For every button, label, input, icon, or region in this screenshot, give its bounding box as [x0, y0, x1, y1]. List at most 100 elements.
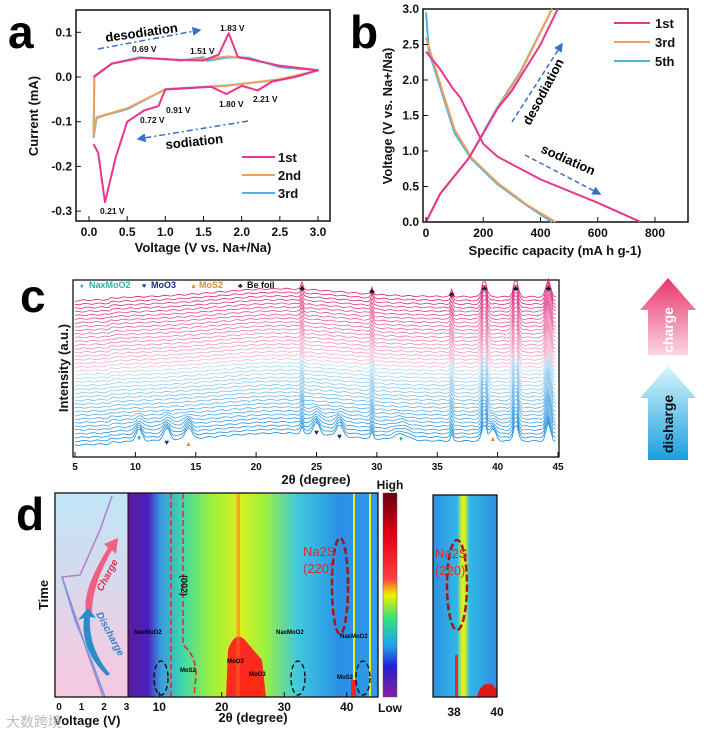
x-tick-label: 40: [492, 462, 504, 473]
mos2-label: MoS2: [180, 668, 197, 674]
xrd-pattern: [74, 358, 556, 383]
legend-label: 5th: [655, 54, 675, 69]
sodiation-arrow: [524, 154, 602, 195]
zoom-220-label: (220): [435, 563, 465, 578]
peak-label: 0.21 V: [100, 206, 125, 216]
peak-label: 1.83 V: [220, 23, 245, 33]
x-tick-label: 45: [552, 462, 564, 473]
xrd-pattern: [75, 380, 556, 406]
cv-y-axis-label: Current (mA): [26, 76, 41, 156]
xrd-pattern: [74, 398, 556, 424]
legend-label: 1st: [278, 150, 297, 165]
na2s-label: Na2S: [303, 544, 336, 559]
y-tick-label: 3.0: [402, 2, 419, 16]
xrd-pattern: [74, 306, 556, 332]
legend-label: MoS2: [199, 280, 223, 290]
charge-curve-1st: [425, 8, 559, 223]
zoom-x-tick: 40: [490, 705, 504, 719]
xrd-pattern: [74, 366, 556, 391]
x-tick-label: 0: [423, 226, 430, 240]
x-tick-label: 2.0: [233, 225, 250, 239]
be-foil-marker-icon: ♣: [299, 284, 305, 293]
be-foil-marker-icon: ♣: [546, 284, 552, 293]
x-tick-label: 30: [371, 462, 383, 473]
peak-label: 2.21 V: [253, 94, 278, 104]
colorbar-high-label: High: [377, 478, 404, 492]
xrd-pattern: [74, 296, 556, 321]
naxmoo2-label: NaxMoO2: [276, 630, 304, 636]
xrd-pattern: [74, 284, 556, 309]
discharge-curve-3rd: [425, 37, 556, 223]
x-tick-label: 25: [311, 462, 323, 473]
be-foil-marker-icon: ♣: [513, 284, 519, 293]
y-tick-label: 2.5: [402, 38, 419, 52]
discharge-curved-arrow: [78, 608, 110, 676]
dashed-line-002-right: [182, 493, 197, 698]
x-tick-label: 5: [72, 462, 78, 473]
naxmoo2-marker-icon: ♦: [137, 433, 141, 442]
mos2-marker-icon: ▲: [489, 436, 496, 443]
legend-label: NaxMoO2: [89, 280, 131, 290]
xrd-pattern: [74, 280, 556, 306]
xrd-pattern: [74, 328, 556, 354]
xrd-pattern: [74, 310, 556, 335]
voltage-tick-label: 3: [124, 702, 130, 713]
x-tick-label: 30: [278, 700, 292, 714]
legend-marker-icon: ▲: [190, 283, 197, 290]
time-axis-label: Time: [36, 580, 51, 610]
zoom-hotspot: [455, 655, 458, 697]
na2s-220-label: (220): [303, 561, 333, 576]
xrd-pattern: [74, 384, 556, 409]
xrd-pattern: [74, 407, 556, 431]
y-tick-label: -0.2: [51, 159, 72, 173]
desodiation-arrow: [97, 26, 202, 50]
x-tick-label: 10: [153, 700, 167, 714]
naxmoo2-ellipse: [355, 660, 371, 696]
xrd-pattern: [74, 369, 556, 395]
heatmap-x-axis-label: 2θ (degree): [218, 710, 287, 725]
xrd-pattern: [74, 372, 556, 398]
cv-series-1st: [92, 32, 319, 204]
xrd-pattern: [75, 288, 556, 313]
voltage-tick-label: 0: [56, 702, 62, 713]
x-tick-label: 200: [473, 226, 493, 240]
y-tick-label: 0.1: [55, 25, 72, 39]
cv-chart: 0.0 0.5 1.0 1.5 2.0 2.5 3.00.10.0-0.1-0.2-0.3 …: [26, 9, 331, 255]
sodiation-label: sodiation: [165, 131, 224, 152]
mos2-label: MoS2: [337, 675, 354, 681]
colorbar-low-label: Low: [378, 701, 403, 715]
heatmap-panel: Charge Discharge (002) NaxMoO2 MoS2 MoO3…: [36, 478, 504, 728]
mos2-marker-icon: ▲: [185, 441, 192, 448]
moo3-marker-icon: ♥: [337, 432, 342, 441]
legend-label: 2nd: [278, 168, 301, 183]
zoom-frame: [432, 494, 498, 698]
xrd-pattern: [74, 318, 556, 343]
panel-label-c: c: [20, 270, 46, 322]
sodiation-label: sodiation: [539, 141, 598, 178]
xrd-pattern: [74, 395, 556, 421]
moo3-marker-icon: ♥: [164, 438, 169, 447]
xrd-pattern: [74, 420, 556, 446]
legend-label: MoO3: [151, 280, 176, 290]
zoom-x-tick: 38: [447, 705, 461, 719]
zoom-heatmap: [433, 495, 497, 697]
x-tick-label: 0.0: [81, 225, 98, 239]
voltage-tick-label: 2: [101, 702, 107, 713]
y-tick-label: 1.5: [402, 109, 419, 123]
heatmap-frame: [54, 492, 379, 698]
peak-label: 1.80 V: [219, 99, 244, 109]
zoom-na2s-ellipse: [445, 538, 469, 632]
xrd-pattern: [74, 350, 556, 376]
xrd-pattern: [74, 392, 556, 417]
legend-label: Be foil: [247, 280, 275, 290]
voltage-tick-label: 1: [79, 702, 85, 713]
xrd-pattern: [74, 411, 556, 435]
zoom-na2s-label: Na2S: [435, 546, 468, 561]
gcd-plot-frame: [422, 8, 689, 223]
mos2-hotspot: [351, 680, 356, 697]
xrd-pattern: [74, 414, 556, 439]
x-tick-label: 20: [215, 700, 229, 714]
panel-label-a: a: [8, 6, 34, 58]
x-tick-label: 3.0: [310, 225, 327, 239]
